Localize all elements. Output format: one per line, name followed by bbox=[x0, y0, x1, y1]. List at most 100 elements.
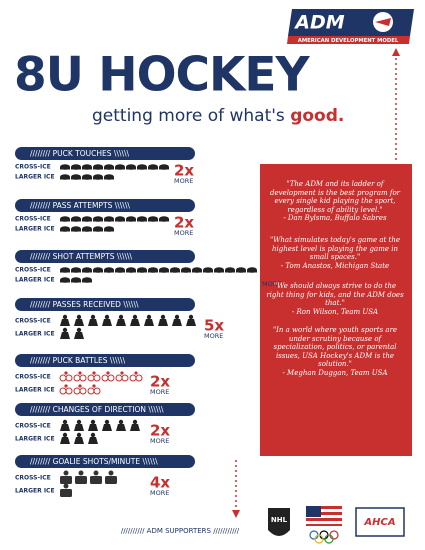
battle-head bbox=[92, 371, 96, 375]
player-head bbox=[90, 314, 96, 320]
goalie-body bbox=[60, 489, 72, 497]
puck-side bbox=[192, 270, 202, 273]
multiplier: 6x bbox=[262, 265, 282, 283]
puck-side bbox=[60, 219, 70, 222]
player-body bbox=[172, 319, 182, 326]
player-head bbox=[90, 432, 96, 438]
more-label: MORE bbox=[150, 437, 169, 445]
player-head bbox=[160, 314, 166, 320]
puck-side bbox=[60, 280, 70, 283]
section-bar bbox=[15, 354, 195, 367]
puck-side bbox=[71, 270, 81, 273]
puck-side bbox=[148, 219, 158, 222]
puck-side bbox=[82, 167, 92, 170]
battle-wheel bbox=[87, 374, 95, 382]
quote-text: "In a world where youth sports are under… bbox=[272, 326, 398, 369]
icon-row bbox=[60, 267, 257, 273]
puck-side bbox=[104, 177, 114, 180]
puck-side bbox=[60, 177, 70, 180]
battle-wheel bbox=[59, 374, 67, 382]
row-label: LARGER ICE bbox=[15, 436, 55, 443]
battle-wheel bbox=[65, 374, 73, 382]
puck-side bbox=[126, 167, 136, 170]
quote-author: - Dan Bylsma, Buffalo Sabres bbox=[283, 214, 387, 223]
subtitle-text: getting more of what's bbox=[92, 106, 285, 126]
row-label: CROSS-ICE bbox=[15, 423, 51, 430]
player-body bbox=[74, 319, 84, 326]
battle-wheel bbox=[79, 374, 87, 382]
row-label: LARGER ICE bbox=[15, 226, 55, 233]
player-head bbox=[62, 432, 68, 438]
puck-side bbox=[93, 219, 103, 222]
battle-wheel bbox=[73, 387, 81, 395]
player-head bbox=[174, 314, 180, 320]
player-head bbox=[62, 314, 68, 320]
row-label: LARGER ICE bbox=[15, 331, 55, 338]
puck-side bbox=[60, 270, 70, 273]
goalie-body bbox=[90, 476, 102, 484]
player-body bbox=[144, 319, 154, 326]
arrow-head bbox=[232, 510, 240, 518]
puck-side bbox=[93, 270, 103, 273]
battle-wheel bbox=[59, 387, 67, 395]
section-title: //////// PUCK BATTLES \\\\\\ bbox=[30, 356, 126, 365]
quote-author: - Ron Wilson, Team USA bbox=[291, 307, 379, 316]
section-bar bbox=[15, 250, 195, 263]
player-body bbox=[102, 424, 112, 431]
puck-side bbox=[247, 270, 257, 273]
player-head bbox=[90, 419, 96, 425]
section-title: //////// GOALIE SHOTS/MINUTE \\\\\\ bbox=[30, 457, 158, 466]
supporter: NHL bbox=[271, 516, 288, 524]
player-body bbox=[116, 424, 126, 431]
flag-stripe bbox=[306, 521, 342, 524]
section: //////// CHANGES OF DIRECTION \\\\\\ CROS… bbox=[15, 403, 195, 445]
puck-side bbox=[104, 270, 114, 273]
section-title: //////// SHOT ATTEMPTS \\\\\\ bbox=[30, 252, 133, 261]
player-body bbox=[102, 319, 112, 326]
icon-row bbox=[60, 226, 114, 232]
goalie-head bbox=[108, 470, 114, 476]
battle-head bbox=[78, 384, 82, 388]
icon-row bbox=[60, 277, 92, 283]
player-body bbox=[74, 332, 84, 339]
supporter: AHCA bbox=[363, 517, 395, 528]
battle-wheel bbox=[93, 374, 101, 382]
title: 8U HOCKEY bbox=[14, 48, 311, 103]
puck-side bbox=[137, 219, 147, 222]
section: //////// PASSES RECEIVED \\\\\\ CROSS-ICE… bbox=[15, 298, 224, 340]
arrow-head bbox=[392, 48, 400, 56]
player-body bbox=[60, 319, 70, 326]
quote: "The ADM and its ladder of development i… bbox=[266, 180, 404, 223]
goalie-body bbox=[60, 476, 72, 484]
rings bbox=[309, 530, 339, 544]
section-bar bbox=[15, 199, 195, 212]
icon-row bbox=[60, 483, 72, 497]
multiplier: 2x bbox=[174, 214, 194, 232]
row-label: LARGER ICE bbox=[15, 387, 55, 394]
row-label: LARGER ICE bbox=[15, 277, 55, 284]
row-label: LARGER ICE bbox=[15, 174, 55, 181]
player-body bbox=[88, 437, 98, 444]
puck-side bbox=[93, 167, 103, 170]
multiplier: 2x bbox=[150, 422, 170, 440]
battle-wheel bbox=[101, 374, 109, 382]
battle-wheel bbox=[107, 374, 115, 382]
puck-side bbox=[82, 280, 92, 283]
multiplier: 2x bbox=[174, 162, 194, 180]
section-title: //////// CHANGES OF DIRECTION \\\\\\ bbox=[30, 405, 164, 414]
player-body bbox=[186, 319, 196, 326]
logo-text: ADM bbox=[293, 12, 344, 34]
puck-side bbox=[126, 219, 136, 222]
row-label: CROSS-ICE bbox=[15, 475, 51, 482]
icon-row bbox=[59, 371, 143, 382]
puck-side bbox=[71, 177, 81, 180]
puck-side bbox=[203, 270, 213, 273]
player-head bbox=[76, 432, 82, 438]
puck-side bbox=[236, 270, 246, 273]
quote-text: "What simulates today's game at the high… bbox=[269, 236, 400, 262]
battle-head bbox=[78, 371, 82, 375]
battle-wheel bbox=[73, 374, 81, 382]
puck-side bbox=[159, 270, 169, 273]
battle-head bbox=[106, 371, 110, 375]
multiplier: 4x bbox=[150, 474, 170, 492]
